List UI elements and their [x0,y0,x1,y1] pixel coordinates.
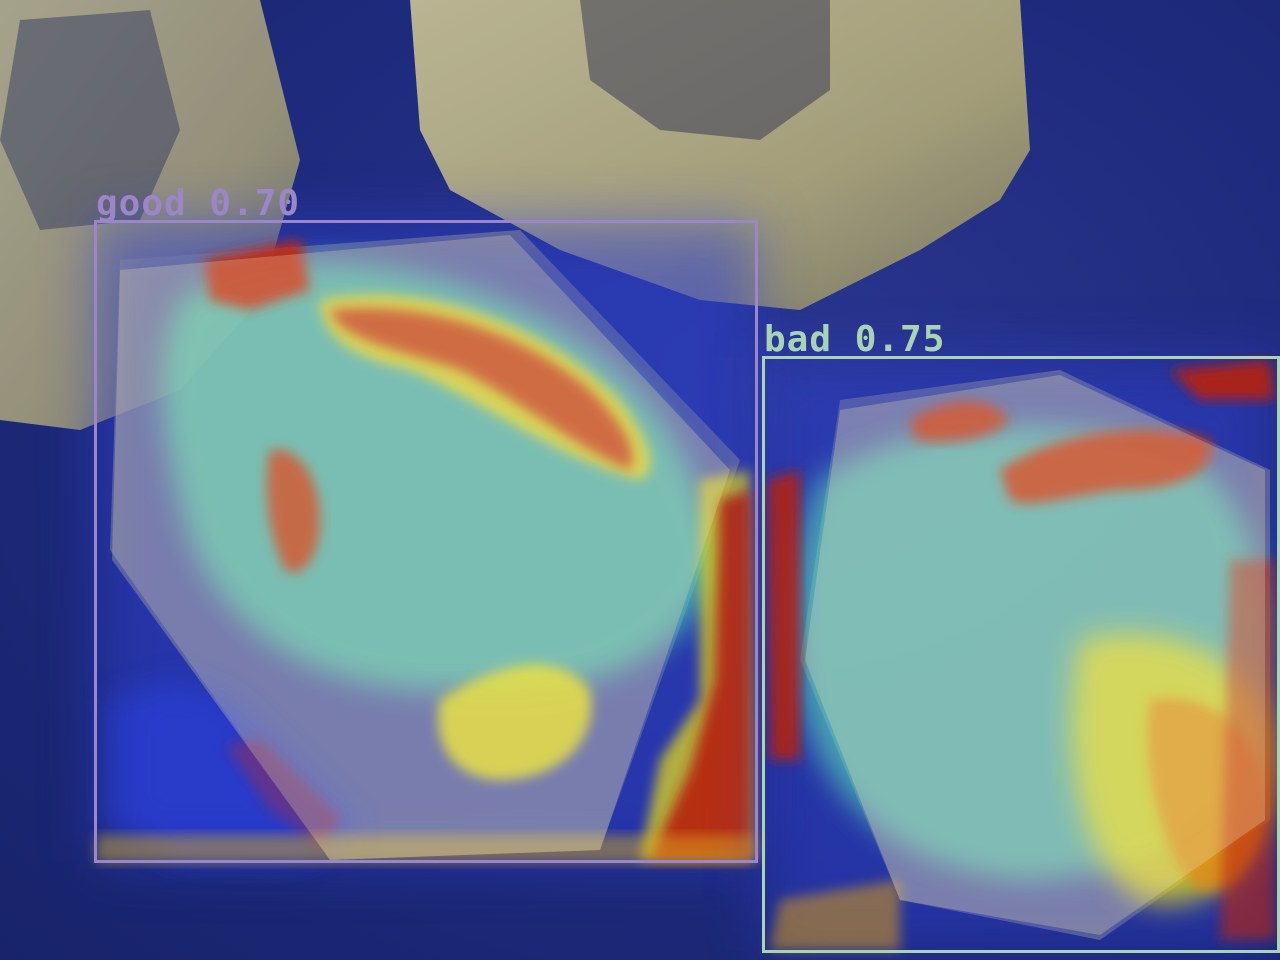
foreground-crystals [112,235,1265,935]
detection-label-good: good 0.70 [96,183,301,224]
heatmap-bad-region [764,358,1278,951]
heatmap-good-region [96,222,756,863]
detection-label-bad: bad 0.75 [764,319,946,360]
detection-box-bad [762,356,1280,953]
detection-box-good [94,220,758,863]
